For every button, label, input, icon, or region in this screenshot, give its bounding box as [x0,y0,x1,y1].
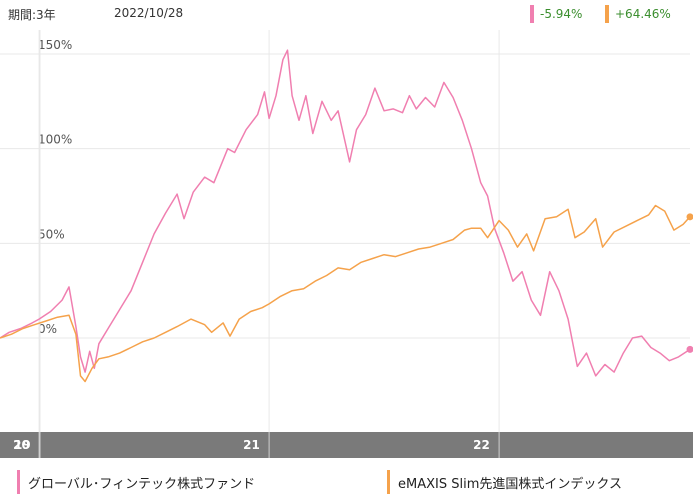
legend-index-swatch [387,470,390,494]
y-tick-label-1: 100% [38,133,72,147]
y-tick-label-0: 150% [38,38,72,52]
x-tick-label-3: 22 [473,438,490,452]
legend-fund-label: グローバル･フィンテック株式ファンド [28,476,256,492]
x-axis-band [0,432,693,458]
series-endpoint-0 [686,345,693,353]
series-line-0 [0,49,691,377]
date-label: 2022/10/28 [114,6,184,20]
fund-change-value: -5.94% [540,7,583,21]
legend-item-fund[interactable]: グローバル･フィンテック株式ファンド [17,470,255,494]
index-color-marker [605,5,609,23]
y-tick-label-3: 0% [38,322,57,336]
series-endpoint-1 [686,213,693,221]
fund-color-marker [530,5,534,23]
fund-performance: -5.94% [530,5,582,23]
x-tick-label-0: 19 [14,438,31,452]
legend-fund-swatch [17,470,20,494]
x-tick-label-2: 21 [243,438,260,452]
series-line-1 [0,204,691,383]
index-performance: +64.46% [605,5,671,23]
legend-item-index[interactable]: eMAXIS Slim先進国株式インデックス [387,470,622,494]
legend-index-label: eMAXIS Slim先進国株式インデックス [398,476,622,492]
y-tick-label-2: 50% [38,227,65,241]
period-label[interactable]: 期間:3年 [8,8,56,22]
x-tick-label-1: 20 [13,438,30,452]
index-change-value: +64.46% [615,7,671,21]
